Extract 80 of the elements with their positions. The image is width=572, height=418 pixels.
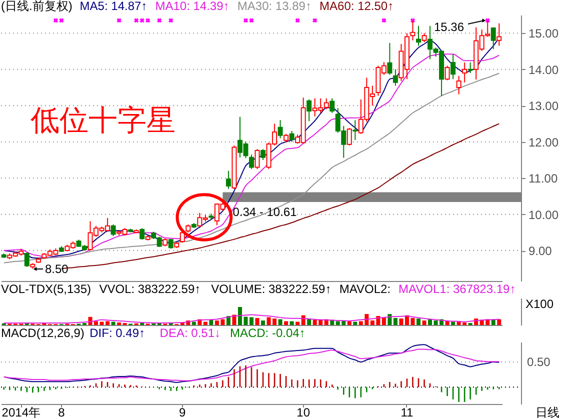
text: MA5: 14.87↑ [80, 0, 148, 13]
bar [232, 314, 236, 325]
text: MA30: 13.89↑ [237, 0, 312, 13]
y-tick-label: 10.00 [528, 208, 559, 222]
candlestick [392, 68, 398, 86]
candlestick [278, 120, 283, 139]
text: MA60: 12.50↑ [320, 0, 394, 13]
candlestick [226, 170, 231, 190]
band-label: 0.34 - 10.61 [232, 204, 298, 219]
bar [388, 314, 392, 325]
bar [250, 317, 254, 325]
candlestick [496, 22, 502, 46]
x-tick-label: 2014年 [2, 406, 41, 418]
x-tick-label: 8 [58, 406, 66, 418]
bar [192, 322, 196, 325]
y-tick-label: 15.00 [528, 26, 559, 41]
bar [451, 322, 456, 325]
y-tick-label: 13.00 [528, 99, 559, 114]
bar [353, 322, 358, 325]
text: VOLUME: 383222.59↑ [211, 282, 332, 296]
candlestick [24, 252, 30, 268]
text: MACD: -0.04↑ [230, 326, 306, 340]
candlestick [346, 128, 352, 146]
text: MAVOL2: [339, 282, 391, 296]
x-axis-title: 日线 [536, 406, 560, 418]
candlestick [254, 148, 260, 170]
candlestick [422, 32, 427, 43]
bar [393, 318, 398, 325]
chart-title: (日线.前复权) [1, 0, 72, 13]
series-label: MAVOL1: 367823.19↑ [398, 282, 516, 296]
candlestick [249, 154, 254, 170]
candlestick [110, 224, 116, 237]
candlestick [387, 42, 392, 76]
text: VVOL: 383222.59↑ [99, 282, 201, 296]
candlestick [416, 25, 421, 46]
bar [399, 318, 404, 325]
bar [428, 319, 432, 325]
candlestick [462, 62, 468, 83]
annotation: 15.36 [434, 20, 464, 34]
candlestick [468, 62, 473, 74]
bar [203, 322, 208, 325]
text: DIF: 0.49↑ [90, 326, 145, 340]
y-axis-title: X100 [526, 296, 554, 311]
y-tick-label: 12.00 [528, 135, 559, 150]
candlestick [410, 20, 416, 41]
bar [111, 322, 116, 325]
x-tick-label: 9 [179, 406, 186, 418]
candlestick [306, 98, 312, 122]
bar [284, 321, 288, 325]
bar [117, 322, 122, 325]
bar [296, 322, 300, 325]
bar [416, 318, 420, 325]
y-tick-label: 9.00 [528, 244, 552, 258]
candlestick [330, 98, 335, 114]
candlestick [456, 75, 462, 95]
candlestick [260, 148, 266, 160]
candlestick [352, 120, 358, 141]
bar [209, 320, 214, 325]
chart-title: MACD(12,26,9) [1, 326, 84, 340]
text: MA10: 14.39↑ [155, 0, 230, 13]
text: DEA: 0.51↓ [160, 326, 221, 340]
bar [497, 319, 502, 325]
candlestick [490, 26, 496, 50]
bar [290, 321, 294, 325]
x-tick-label: 10 [296, 406, 310, 418]
bar [278, 319, 282, 325]
text: 0.50 [527, 355, 551, 369]
bar [261, 320, 266, 325]
annotation: 8.50 [45, 262, 69, 276]
candlestick [450, 54, 456, 80]
y-tick-label: 11.00 [528, 172, 558, 186]
chart-title: VOL-TDX(5,135) [1, 282, 92, 296]
x-tick-label: 11 [400, 406, 414, 418]
bar [422, 320, 426, 325]
candlestick [444, 65, 450, 81]
candlestick [289, 130, 294, 142]
y-tick-label: 14.00 [528, 62, 559, 77]
bar [255, 318, 260, 325]
candlestick [140, 228, 145, 240]
annotation: 低位十字星 [30, 105, 176, 138]
